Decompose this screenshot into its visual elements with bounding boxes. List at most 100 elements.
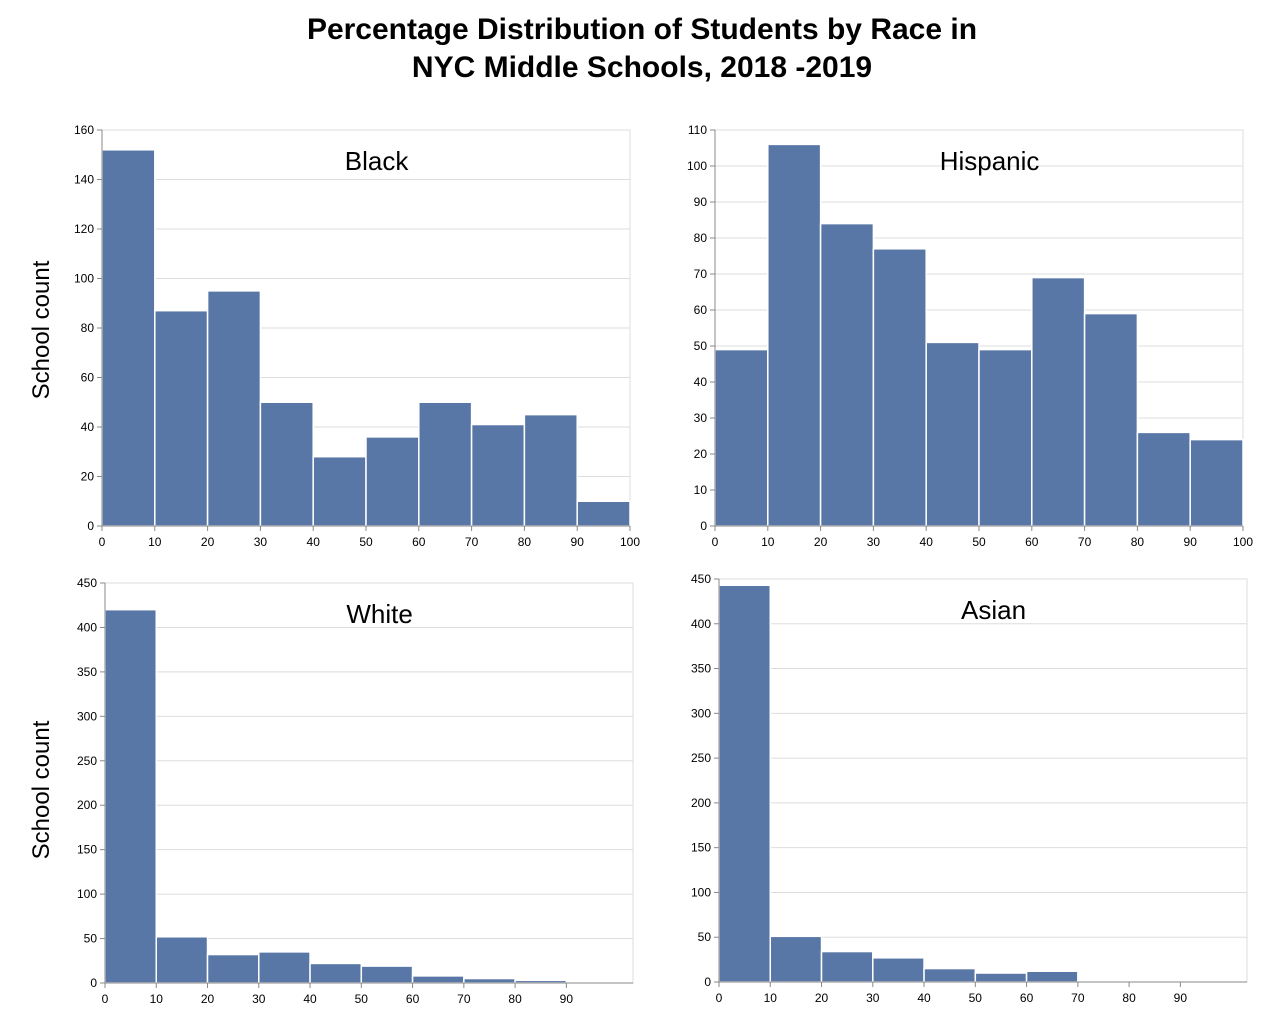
y-tick-label: 150	[77, 843, 97, 857]
y-axis-label-top: School count	[28, 260, 55, 400]
y-tick-label: 10	[694, 483, 708, 497]
x-tick-label: 60	[1020, 991, 1034, 1005]
x-tick-label: 90	[1184, 535, 1198, 549]
y-tick-label: 400	[77, 620, 97, 634]
y-tick-label: 150	[691, 841, 711, 855]
panel-title-asian: Asian	[961, 595, 1026, 625]
y-tick-label: 400	[691, 617, 711, 631]
white-bar-30-40	[258, 951, 311, 984]
x-tick-label: 60	[412, 535, 426, 549]
y-tick-label: 80	[81, 321, 95, 335]
x-tick-label: 90	[560, 992, 574, 1006]
histogram-black: 0 20 40 60 80 100 120 140 160 0 10 20 30 40 50 60 70 80 90…	[74, 123, 640, 549]
panel-title-white: White	[346, 599, 412, 629]
x-tick-label: 10	[150, 992, 164, 1006]
asian-bar-0-10	[718, 584, 772, 983]
y-tick-label: 250	[691, 751, 711, 765]
x-tick-label: 30	[252, 992, 266, 1006]
white-bar-40-50	[309, 962, 363, 984]
x-tick-label: 70	[465, 535, 479, 549]
y-tick-label: 100	[77, 887, 97, 901]
histogram-hispanic: 0 10 20 30 40 50 60 70 80 90 100 110 0 10 20 30 40 50 60 70…	[687, 123, 1253, 549]
y-tick-label: 350	[691, 662, 711, 676]
x-tick-label: 90	[571, 535, 585, 549]
y-tick-label: 300	[77, 709, 97, 723]
y-tick-label: 40	[81, 420, 95, 434]
x-tick-label: 80	[518, 535, 532, 549]
x-tick-label: 100	[620, 535, 640, 549]
y-tick-label: 350	[77, 665, 97, 679]
figure-title-line-1: Percentage Distribution of Students by R…	[306, 13, 978, 46]
x-tick-label: 90	[1174, 991, 1188, 1005]
black-bar-90-100	[576, 500, 631, 527]
black-bar-20-30	[206, 290, 262, 527]
white-bar-10-20	[155, 936, 209, 984]
asian-bar-50-60	[974, 972, 1028, 983]
x-tick-label: 40	[920, 535, 934, 549]
y-tick-label: 200	[691, 796, 711, 810]
black-bar-50-60	[365, 436, 420, 527]
asian-bar-30-40	[872, 957, 925, 983]
panel-title-black: Black	[345, 146, 410, 176]
y-tick-label: 50	[84, 932, 98, 946]
x-tick-label: 70	[1078, 535, 1092, 549]
x-tick-label: 60	[1025, 535, 1039, 549]
hispanic-bar-0-10	[714, 348, 769, 527]
black-bar-10-20	[154, 309, 209, 527]
black-bar-70-80	[470, 423, 526, 527]
x-tick-label: 40	[303, 992, 317, 1006]
x-tick-label: 20	[815, 991, 829, 1005]
asian-bar-60-70	[1025, 970, 1079, 983]
figure-title-line-2: NYC Middle Schools, 2018 -2019	[411, 51, 873, 84]
white-bar-0-10	[104, 608, 158, 984]
plot-frame	[718, 578, 1248, 983]
hispanic-bar-70-80	[1083, 312, 1139, 527]
x-tick-label: 10	[148, 535, 162, 549]
black-bar-0-10	[101, 149, 156, 527]
y-tick-label: 70	[694, 267, 708, 281]
white-bar-50-60	[360, 965, 414, 984]
asian-bar-20-30	[820, 950, 874, 983]
x-tick-label: 40	[917, 991, 931, 1005]
asian-bar-40-50	[923, 967, 977, 983]
y-axis-label-bottom: School count	[28, 720, 55, 860]
hispanic-bar-80-90	[1136, 431, 1191, 527]
asian-bar-10-20	[769, 935, 823, 983]
x-tick-label: 80	[1131, 535, 1145, 549]
hispanic-bar-50-60	[978, 348, 1033, 527]
y-tick-label: 0	[704, 975, 711, 989]
y-tick-label: 80	[694, 231, 708, 245]
x-tick-label: 10	[761, 535, 775, 549]
y-tick-label: 60	[81, 371, 95, 385]
y-tick-label: 0	[90, 976, 97, 990]
y-tick-label: 300	[691, 706, 711, 720]
x-tick-label: 50	[969, 991, 983, 1005]
x-tick-label: 10	[764, 991, 778, 1005]
y-tick-label: 100	[691, 885, 711, 899]
black-bar-60-70	[418, 401, 473, 527]
x-tick-label: 50	[972, 535, 986, 549]
y-tick-label: 450	[691, 572, 711, 586]
x-tick-label: 70	[1071, 991, 1085, 1005]
x-tick-label: 60	[406, 992, 420, 1006]
x-tick-label: 20	[201, 992, 215, 1006]
white-bar-20-30	[206, 953, 260, 984]
y-tick-label: 0	[700, 519, 707, 533]
y-tick-label: 100	[74, 272, 94, 286]
x-tick-label: 0	[102, 992, 109, 1006]
y-tick-label: 20	[81, 470, 95, 484]
hispanic-bar-10-20	[767, 143, 822, 527]
black-bar-40-50	[312, 455, 367, 527]
x-tick-label: 40	[307, 535, 321, 549]
x-tick-label: 30	[866, 991, 880, 1005]
y-tick-label: 450	[77, 576, 97, 590]
y-tick-label: 0	[87, 519, 94, 533]
x-tick-label: 80	[1122, 991, 1136, 1005]
x-tick-label: 30	[254, 535, 268, 549]
y-tick-label: 120	[74, 222, 94, 236]
x-tick-label: 80	[508, 992, 522, 1006]
hispanic-bar-20-30	[819, 222, 875, 527]
y-tick-label: 200	[77, 798, 97, 812]
x-tick-label: 0	[716, 991, 723, 1005]
hispanic-bar-40-50	[925, 341, 980, 527]
